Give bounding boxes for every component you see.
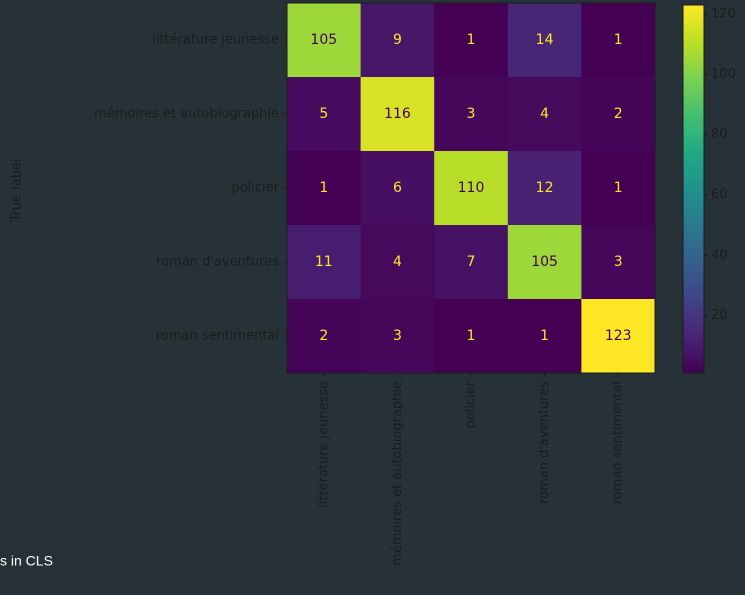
cell-value: 5 (319, 106, 328, 122)
y-tick-label: policier (231, 181, 279, 196)
heatmap-cell (507, 77, 582, 152)
colorbar-tick-label: 80 (711, 127, 728, 142)
heatmap-cell (507, 151, 582, 226)
cell-value: 2 (614, 106, 623, 122)
cell-value: 6 (393, 180, 402, 196)
colorbar-tick-label: 40 (711, 248, 728, 263)
y-tick-label: roman sentimental (156, 329, 279, 344)
cell-value: 2 (319, 328, 328, 344)
x-tick-label: mémoires et autobiographie (390, 381, 405, 566)
cell-value: 1 (467, 328, 476, 344)
cell-value: 3 (614, 254, 623, 270)
cell-value: 1 (540, 328, 549, 344)
heatmap-cell (360, 225, 435, 300)
y-tick-label: littérature jeunesse (152, 33, 279, 48)
heatmap-cell (434, 77, 509, 152)
cell-value: 7 (467, 254, 476, 270)
colorbar-tick-label: 20 (711, 308, 728, 323)
heatmap-cell (360, 299, 435, 374)
cell-value: 1 (467, 32, 476, 48)
heatmap-cell (287, 3, 362, 78)
x-tick-label: policier (464, 380, 479, 428)
cell-value: 14 (536, 32, 554, 48)
y-axis-label: True label (10, 158, 25, 222)
cell-value: 1 (614, 180, 623, 196)
cell-value: 9 (393, 32, 402, 48)
x-tick-label: roman d'aventures (537, 381, 552, 504)
heatmap-cell (434, 3, 509, 78)
heatmap-cell (581, 3, 656, 78)
cell-value: 11 (315, 254, 333, 270)
heatmap-cell (360, 3, 435, 78)
x-tick-label: littérature jeunesse (316, 381, 331, 508)
cell-value: 123 (605, 328, 632, 344)
heatmap-cell (581, 299, 656, 374)
cell-value: 116 (384, 106, 411, 122)
cell-value: 110 (458, 180, 485, 196)
x-tick-label: roman sentimental (611, 381, 626, 504)
cell-value: 3 (467, 106, 476, 122)
colorbar-tick-label: 60 (711, 188, 728, 203)
heatmap-cell (434, 225, 509, 300)
heatmap-cell (287, 77, 362, 152)
heatmap-cell (507, 299, 582, 374)
heatmap-cell (581, 151, 656, 226)
heatmap-cell (507, 3, 582, 78)
colorbar-tick-label: 120 (711, 7, 736, 22)
caption: s in CLS (0, 553, 53, 569)
heatmap-cell (287, 225, 362, 300)
cell-value: 12 (536, 180, 554, 196)
cell-value: 1 (319, 180, 328, 196)
heatmap-cell (581, 225, 656, 300)
cell-value: 105 (310, 32, 337, 48)
y-tick-label: roman d'aventures (156, 255, 279, 270)
heatmap-cell (507, 225, 582, 300)
colorbar-tick-label: 100 (711, 67, 736, 82)
heatmap-cell (360, 77, 435, 152)
heatmap-cell (581, 77, 656, 152)
heatmap-cell (434, 151, 509, 226)
heatmap-cell (434, 299, 509, 374)
cell-value: 1 (614, 32, 623, 48)
y-tick-label: mémoires et autobiographie (94, 107, 279, 122)
cell-value: 105 (531, 254, 558, 270)
heatmap-cell (287, 299, 362, 374)
cell-value: 4 (393, 254, 402, 270)
heatmap-cell (287, 151, 362, 226)
colorbar (682, 4, 705, 374)
heatmap-cell (360, 151, 435, 226)
cell-value: 4 (540, 106, 549, 122)
cell-value: 3 (393, 328, 402, 344)
